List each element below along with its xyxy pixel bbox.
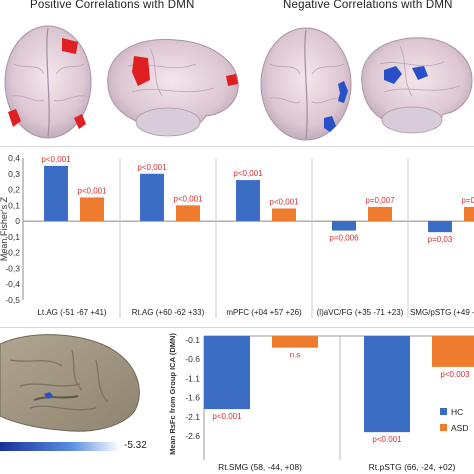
activation-rt-ag	[74, 114, 86, 129]
bar-hc	[204, 336, 250, 410]
p-value-label: p<0,001	[173, 194, 203, 203]
category-label: mPFC (+04 +57 +26)	[226, 308, 302, 317]
category-label: Rt.SMG (58, -44, +08)	[218, 462, 302, 472]
bar-series-1	[140, 173, 164, 222]
legend-label-asd: ASD	[451, 423, 468, 433]
colorbar-min-label: -5.32	[124, 440, 147, 451]
category-label: (l)aVC/FG (+35 -71 +23)	[317, 308, 404, 317]
category-label: Rt.pSTG (66, -24, +02)	[369, 462, 456, 472]
p-value-label: p<0.003	[440, 370, 470, 379]
category-label: Rt.AG (+60 -62 +33)	[132, 308, 205, 317]
y-axis-label: Mean RsFc from Group ICA (DMN)	[168, 333, 177, 455]
p-value-label: p<0.001	[212, 412, 242, 421]
bar-series-1	[428, 221, 452, 233]
fisher-z-bar-chart: Mean Fisher's Z -0,5 -0,4 -0,3 -0,2 -0,1 0 0,1 0…	[0, 153, 474, 318]
activation-ag-side	[132, 56, 150, 86]
legend-swatch-hc	[440, 408, 447, 415]
activation-smg-top	[338, 81, 348, 103]
p-value-label: p<0.001	[372, 435, 402, 444]
legend-label-hc: HC	[451, 407, 463, 417]
p-value-label: p<0,001	[233, 169, 263, 178]
p-value-label: p<0,001	[137, 163, 167, 172]
activation-cortex	[44, 392, 53, 399]
activation-mpfc-side	[226, 74, 238, 86]
bar-hc	[364, 336, 410, 433]
bar-series-2	[464, 206, 474, 222]
brain-side-view-negative	[361, 37, 473, 134]
bar-series-1	[44, 165, 68, 222]
p-value-label: p<0,001	[41, 155, 71, 164]
panel-separator-2	[0, 327, 474, 328]
p-value-label: p<0,001	[269, 197, 299, 206]
colorbar	[0, 442, 120, 451]
y-tick-label: -0,2	[5, 248, 20, 258]
y-tick-label: 0,1	[8, 200, 20, 210]
bar-asd	[432, 336, 474, 367]
y-tick-label: -2.1	[185, 412, 200, 422]
p-value-label: p=0,03	[428, 235, 453, 244]
bar-series-1	[332, 221, 356, 231]
bar-series-2	[368, 206, 392, 222]
brain-side-view-positive	[107, 38, 239, 137]
y-tick-label: 0,4	[8, 153, 20, 163]
p-value-label: p<0,001	[77, 186, 107, 195]
cortex-surface-rendering	[0, 334, 140, 451]
p-value-label: p=0,007	[365, 196, 395, 205]
y-tick-label: -0,5	[5, 295, 20, 305]
y-tick-label: -0,1	[5, 232, 20, 242]
negative-title: Negative Correlations with DMN	[283, 0, 453, 11]
y-tick-label: -0,3	[5, 263, 20, 273]
y-tick-label: -1.6	[185, 393, 200, 403]
bar-series-2	[176, 205, 200, 222]
y-tick-label: 0	[15, 216, 20, 226]
p-value-label: p=0,006	[329, 234, 359, 243]
y-tick-label: -0.6	[185, 354, 200, 364]
y-tick-label: -2.6	[185, 431, 200, 441]
activation-pstg-side	[412, 66, 428, 80]
bar-series-1	[236, 180, 260, 222]
y-tick-label: -1.1	[185, 373, 200, 383]
bar-series-2	[272, 208, 296, 222]
bar-series-2	[80, 197, 104, 222]
y-tick-label: 0,2	[8, 185, 20, 195]
panel-separator	[0, 146, 474, 147]
y-tick-label: -0,4	[5, 279, 20, 289]
brain-top-view-positive	[4, 25, 92, 139]
bar-asd	[272, 336, 318, 348]
category-label: SMG/pSTG (+49 -29 +25)	[410, 308, 474, 317]
brain-top-view-negative	[260, 27, 352, 141]
p-value-label: p=0,005	[461, 196, 474, 205]
p-value-label: n.s	[290, 351, 301, 360]
y-tick-label: 0,3	[8, 169, 20, 179]
activation-lt-ag	[8, 109, 21, 127]
y-tick-label: -0.1	[185, 335, 200, 345]
legend-swatch-asd	[440, 424, 447, 431]
y-axis-label: Mean Fisher's Z	[0, 196, 9, 261]
category-label: Lt.AG (-51 -67 +41)	[37, 308, 106, 317]
activation-smg-side	[384, 66, 402, 84]
activation-fg-top	[324, 116, 336, 132]
rsfc-bar-chart: Mean RsFc from Group ICA (DMN) -0.1 -0.6 -1…	[168, 333, 474, 472]
positive-title: Positive Correlations with DMN	[30, 0, 195, 11]
activation-mpfc	[62, 38, 78, 54]
brain-renderings	[4, 25, 473, 141]
